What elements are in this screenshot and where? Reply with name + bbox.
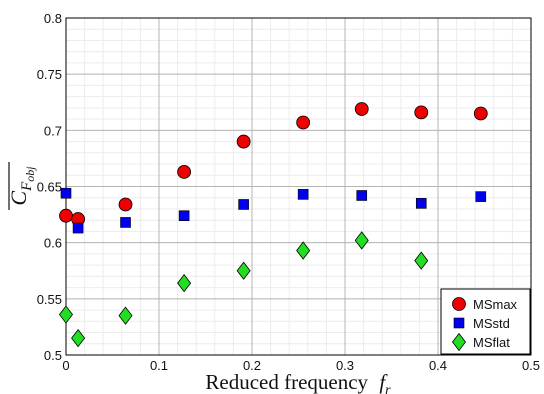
- y-axis-label-symbol: C: [6, 191, 31, 206]
- msmax-point: [296, 115, 311, 130]
- legend-marker-msstd: [453, 317, 465, 329]
- msmax-point: [59, 208, 73, 223]
- msstd-point: [178, 210, 190, 222]
- msmax-point: [354, 102, 369, 116]
- msflat-point: [58, 305, 74, 324]
- msflat-point: [296, 241, 311, 260]
- series-msstd: [60, 187, 487, 234]
- x-tick-label: 0.1: [150, 358, 168, 373]
- msstd-point: [297, 189, 309, 200]
- x-axis-tick-labels: 0 0.1 0.2 0.3 0.4 0.5: [62, 358, 540, 373]
- msmax-point: [177, 164, 192, 179]
- msflat-point: [354, 231, 369, 250]
- series-msmax: [59, 102, 488, 226]
- msmax-point: [473, 106, 488, 121]
- x-axis-label: Reduced frequency fr: [205, 370, 391, 394]
- x-tick-label: 0.5: [522, 358, 540, 373]
- y-axis-label-subscript: F: [19, 181, 35, 192]
- msstd-point: [72, 222, 84, 234]
- x-tick-label: 0: [62, 358, 69, 373]
- x-axis-label-text: Reduced frequency: [205, 370, 368, 394]
- series-msflat: [58, 231, 429, 348]
- msmax-point: [118, 197, 133, 212]
- y-axis-label-subsubscript: obj: [23, 166, 37, 182]
- msstd-point: [238, 199, 249, 210]
- svg-text:CFobj: CFobj: [6, 166, 37, 206]
- msstd-point: [356, 190, 368, 201]
- y-tick-label: 0.5: [44, 348, 62, 363]
- msflat-point: [414, 251, 429, 270]
- x-tick-label: 0.2: [243, 358, 261, 373]
- y-tick-label: 0.55: [37, 292, 62, 307]
- msflat-point: [236, 261, 251, 280]
- legend: MSmax MSstd MSflat: [440, 288, 531, 355]
- y-axis-tick-labels: 0.5 0.55 0.6 0.65 0.7 0.75 0.8: [37, 11, 62, 363]
- msmax-point: [236, 134, 251, 149]
- y-axis-label: CFobj: [6, 162, 37, 210]
- data-marks: [58, 102, 488, 348]
- x-axis-label-symbol: f: [379, 370, 388, 394]
- legend-label-msmax: MSmax: [473, 297, 518, 312]
- msstd-point: [475, 191, 487, 202]
- y-tick-label: 0.65: [37, 180, 62, 195]
- msstd-point: [60, 187, 72, 199]
- msstd-point: [120, 217, 131, 228]
- legend-marker-msmax: [452, 297, 466, 311]
- legend-label-msstd: MSstd: [473, 316, 510, 331]
- msstd-point: [415, 198, 427, 209]
- msmax-point: [414, 105, 429, 120]
- legend-marker-msflat: [451, 332, 467, 352]
- legend-label-msflat: MSflat: [473, 335, 510, 350]
- y-tick-label: 0.6: [44, 236, 62, 251]
- x-tick-label: 0.3: [336, 358, 354, 373]
- msflat-point: [177, 273, 192, 293]
- plot-frame: [65, 17, 532, 356]
- msflat-point: [71, 328, 86, 348]
- y-tick-label: 0.75: [37, 67, 62, 82]
- y-tick-label: 0.7: [44, 123, 62, 138]
- x-axis-label-subscript: r: [385, 383, 391, 394]
- y-tick-label: 0.8: [44, 11, 62, 26]
- x-tick-label: 0.4: [429, 358, 447, 373]
- msflat-point: [118, 306, 133, 325]
